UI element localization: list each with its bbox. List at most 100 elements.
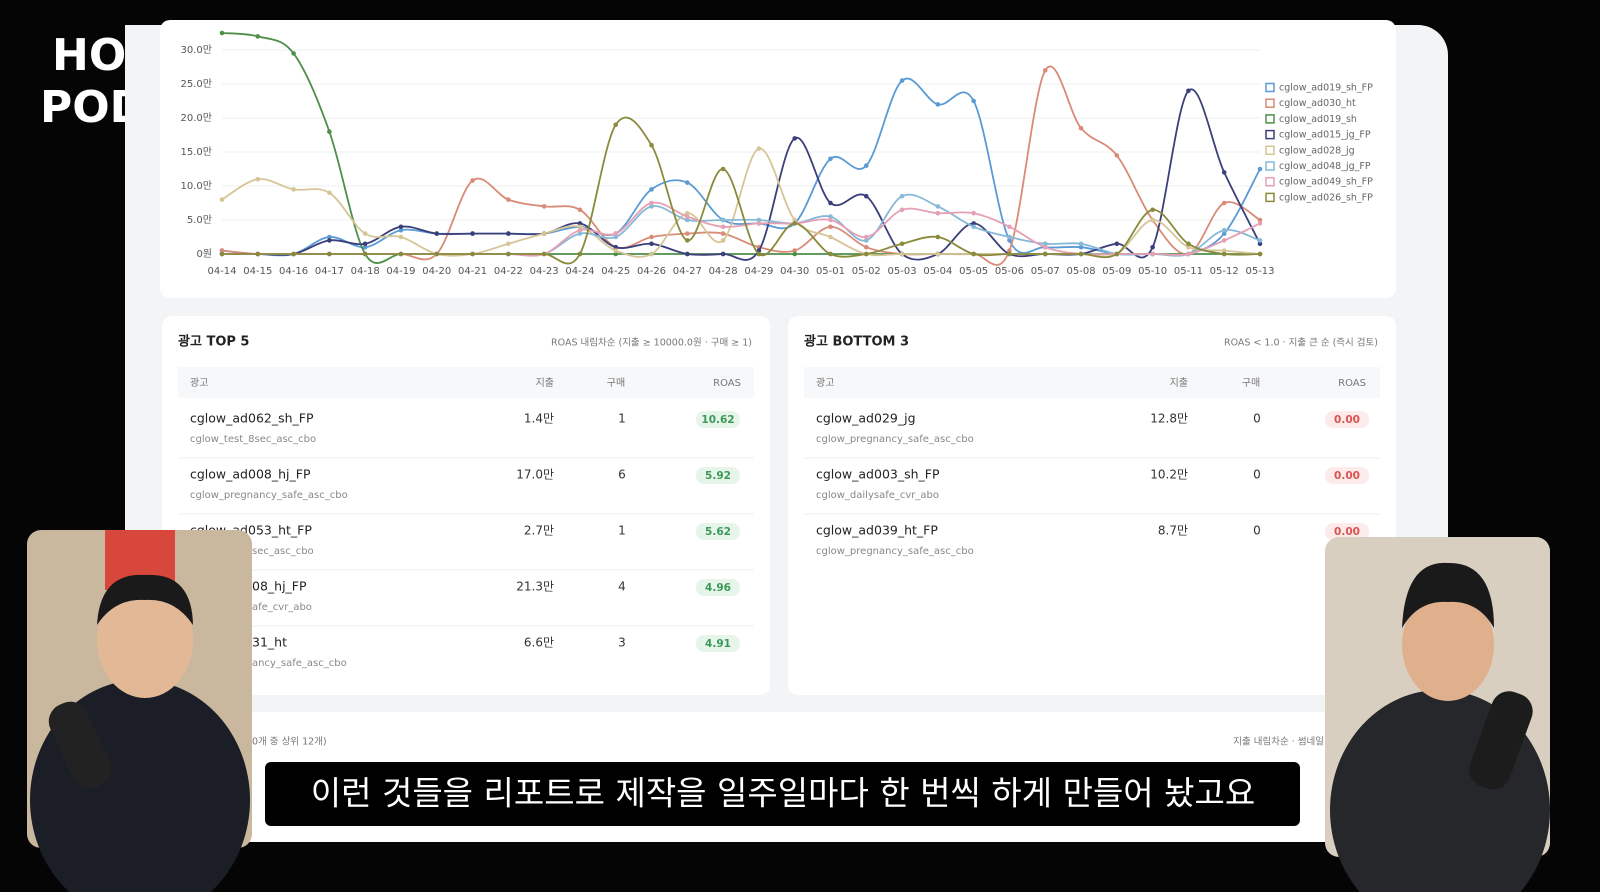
data-point [541,251,547,257]
data-point [1007,238,1012,243]
card-title: 광고 TOP 5 [178,335,249,350]
x-tick-label: 05-10 [1138,266,1167,277]
data-point [219,197,225,202]
data-point [1078,244,1084,250]
data-point [398,234,404,240]
person-hair [1402,562,1494,628]
legend-label: cglow_ad015_jg_FP [1279,130,1371,141]
data-point [899,241,905,247]
campaign-name: cglow_pregnancy_safe_asc_cbo [190,490,348,501]
data-point [1078,241,1084,247]
data-point [1186,241,1191,247]
webcam-left [27,530,252,892]
data-point [362,241,368,247]
card-note: ROAS < 1.0 · 지출 큰 순 (즉시 검토) [1224,337,1378,349]
x-tick-label: 04-20 [422,266,451,277]
data-point [971,224,976,230]
data-point [1042,68,1048,73]
roas-pill [1325,467,1369,484]
data-point [899,78,905,83]
spend: 1.4만 [524,412,554,426]
person-hair [97,574,193,625]
data-point [756,221,762,226]
legend-swatch [1265,192,1275,203]
data-point [899,251,905,257]
column-header: 광고 [816,377,834,389]
data-point [613,234,619,240]
x-tick-label: 05-13 [1245,266,1274,277]
data-point [1007,251,1012,257]
data-point [1221,227,1227,233]
data-point [792,221,797,226]
y-tick-label: 30.0만 [181,44,212,56]
microphone [48,701,112,789]
roas: 0.00 [1334,414,1360,426]
data-point [899,207,905,213]
ad-name: cglow_ad029_jg [816,411,916,426]
ad-name: cglow_ad008_hj_FP [190,467,311,482]
roas-pill [696,467,740,484]
spend: 12.8만 [1150,412,1188,426]
x-tick-label: 04-21 [458,266,487,277]
campaign-name: afe_cvr_abo [252,602,312,613]
data-point [1150,217,1155,223]
column-header: 구매 [1242,377,1260,389]
data-point [613,248,619,253]
line-chart: 0원 5.0만 10.0만 15.0만 20.0만 25.0만 30.0만 04-14 04-1… [181,30,1373,277]
purchases: 1 [618,412,626,426]
data-point [1007,248,1012,253]
ad-name: cglow_ad039_ht_FP [816,523,938,538]
data-point [327,238,332,243]
data-point [1257,217,1263,223]
roas-pill [696,411,740,428]
data-point [470,251,475,257]
data-point [398,227,404,233]
ad-name: cglow_ad062_sh_FP [190,411,314,426]
data-point [863,244,869,250]
legend-label: cglow_ad028_jg [1279,145,1355,156]
data-point [1186,251,1191,257]
data-point [756,217,762,223]
data-point [577,251,583,257]
x-tick-label: 05-03 [888,266,917,277]
data-point [613,244,619,250]
purchases: 6 [618,468,626,482]
data-point [434,251,440,257]
purchases: 0 [1253,468,1261,482]
data-point [792,136,797,141]
roas: 4.96 [705,582,731,594]
spend: 6.6만 [524,636,554,650]
data-point [362,244,368,250]
table-header-bg [804,367,1380,398]
roas: 10.62 [701,414,734,426]
x-tick-label: 04-22 [494,266,523,277]
data-point [720,251,726,257]
caption: 이런 것들을 리포트로 제작을 일주일마다 한 번씩 하게 만들어 놨고요 [311,774,1256,813]
column-header: 구매 [607,377,625,389]
data-point [935,234,941,240]
data-point [219,251,225,257]
data-point [971,98,976,104]
x-tick-label: 05-07 [1031,266,1060,277]
data-point [649,200,654,206]
data-point [828,217,833,223]
data-point [828,200,833,206]
campaign-name: cglow_pregnancy_safe_asc_cbo [816,434,974,445]
data-point [828,251,833,257]
data-point [398,251,404,257]
x-tick-label: 04-23 [530,266,559,277]
data-point [291,187,296,192]
data-point [685,251,690,257]
data-point [541,204,547,209]
roas: 5.92 [705,470,731,482]
data-point [899,193,905,199]
legend-swatch [1265,129,1275,140]
legend-swatch [1265,145,1275,156]
data-point [541,231,547,236]
data-point [720,238,726,243]
data-point [1221,170,1227,175]
data-point [327,129,332,134]
y-tick-label: 5.0만 [187,214,212,226]
x-tick-label: 05-01 [816,266,845,277]
